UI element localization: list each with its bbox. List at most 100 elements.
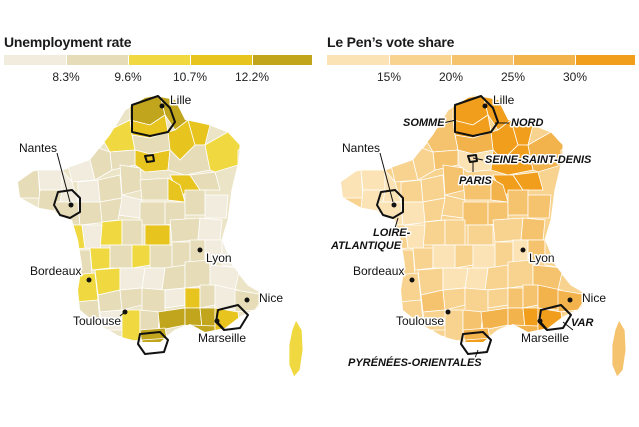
dept-vendee (59, 224, 86, 251)
dept-label-nord: NORD (511, 117, 543, 129)
lepen-title: Le Pen’s vote share (327, 34, 455, 50)
legend-tick (190, 55, 191, 68)
city-label-nice: Nice (259, 291, 283, 305)
dept-doubs (204, 194, 229, 219)
dept-cantal (464, 267, 489, 291)
dept-aveyron (464, 287, 489, 313)
corsica (288, 319, 304, 378)
city-marker-lille (159, 103, 165, 109)
legend-swatch-1 (4, 55, 66, 65)
dept-lozere (164, 287, 186, 309)
unemployment-title: Unemployment rate (4, 34, 132, 50)
department-fills (18, 95, 265, 342)
city-marker-nantes (391, 202, 397, 208)
dept-label-paris: PARIS (459, 175, 492, 187)
city-label-bordeaux: Bordeaux (353, 264, 404, 278)
city-marker-nice (567, 297, 573, 303)
highlight-loire-atlantique (53, 189, 81, 219)
dept-charente (89, 247, 111, 271)
dept-haute-loire (161, 264, 186, 291)
dept-saone-et-loire (169, 217, 201, 243)
dept-drome (522, 284, 539, 309)
dept-label-loire-atlantique-2: ATLANTIQUE (330, 240, 402, 252)
dept-lozere (487, 287, 509, 309)
legend-tick-label: 30% (562, 70, 588, 84)
legend-tick-label: 25% (500, 70, 526, 84)
dept-seine-maritime (422, 119, 459, 153)
city-leaders (56, 152, 226, 331)
dept-jura (520, 217, 546, 241)
highlight-pyrenees-orientales (137, 331, 169, 355)
dept-haute-vienne (432, 244, 456, 269)
city-label-marseille: Marseille (521, 331, 569, 345)
city-label-toulouse: Toulouse (396, 314, 444, 328)
highlight-paris (144, 154, 155, 163)
dept-indre (121, 219, 143, 246)
legend-swatch-5 (575, 55, 635, 65)
dept-haute-garonne (444, 309, 464, 342)
highlight-nord (454, 95, 499, 137)
dept-puy-de-dome (149, 244, 173, 269)
highlighted-departments (53, 95, 249, 355)
city-label-toulouse: Toulouse (73, 314, 121, 328)
dept-ardeche (184, 287, 201, 309)
legend-tick-label: 8.3% (52, 70, 80, 84)
city-label-marseille: Marseille (198, 331, 246, 345)
unemployment-legend: 8.3% 9.6% 10.7% 12.2% (4, 55, 312, 89)
dept-deux-sevres (81, 224, 103, 251)
dept-haute-loire (484, 264, 509, 291)
dept-mayenne (400, 179, 424, 203)
legend-swatch-2 (389, 55, 451, 65)
legend-tick (451, 55, 452, 68)
lepen-panel: Le Pen’s vote share 15% 20% 25% 30% (323, 0, 639, 427)
city-marker-nice (244, 297, 250, 303)
dept-aveyron (141, 287, 166, 313)
label-leaders (379, 119, 574, 359)
dept-cantal (141, 267, 166, 291)
city-marker-bordeaux (86, 277, 92, 283)
dept-label-var: VAR (571, 317, 593, 329)
city-label-nantes: Nantes (342, 141, 380, 155)
city-label-lyon: Lyon (206, 251, 232, 265)
city-marker-bordeaux (409, 277, 415, 283)
city-marker-lyon (197, 247, 203, 253)
dept-vienne (99, 219, 123, 246)
dept-indre (444, 219, 466, 246)
dept-vaucluse (199, 307, 216, 329)
dept-tarn (139, 309, 161, 331)
dept-eure (109, 149, 136, 171)
dept-charente (412, 247, 434, 271)
dept-correze (119, 267, 146, 291)
unemployment-map: Lille Nantes Lyon Bordeaux Toulouse Mars… (17, 92, 304, 378)
dept-loiret (139, 177, 169, 201)
dept-drome (199, 284, 216, 309)
city-label-lille: Lille (493, 93, 515, 107)
dept-jura (197, 217, 223, 241)
highlight-pyrenees-orientales (460, 331, 492, 355)
dept-label-pyrenees-orientales: PYRÉNÉES-ORIENTALES (348, 356, 482, 369)
highlight-nord (131, 95, 176, 137)
dept-correze (442, 267, 469, 291)
city-marker-lille (482, 103, 488, 109)
dept-haute-garonne (121, 309, 141, 342)
city-label-lyon: Lyon (529, 251, 555, 265)
dept-allier (144, 224, 171, 246)
dept-label-seine-saint-denis: SEINE-SAINT-DENIS (485, 154, 592, 166)
highlight-loire-atlantique (376, 189, 404, 219)
legend-tick-label: 9.6% (114, 70, 142, 84)
legend-tick (252, 55, 253, 68)
city-label-lille: Lille (170, 93, 192, 107)
dept-sarthe (420, 174, 446, 203)
city-marker-nantes (68, 202, 74, 208)
dept-haute-marne (512, 171, 544, 191)
legend-swatch-1 (327, 55, 389, 65)
highlight-paris (467, 154, 478, 163)
dept-puy-de-dome (472, 244, 496, 269)
legend-swatch-3 (451, 55, 513, 65)
dept-mayenne (77, 179, 101, 203)
corsica (611, 319, 627, 378)
legend-tick (575, 55, 576, 68)
dept-allier (467, 224, 494, 246)
legend-swatch-3 (128, 55, 190, 65)
dept-creuse (454, 244, 476, 269)
